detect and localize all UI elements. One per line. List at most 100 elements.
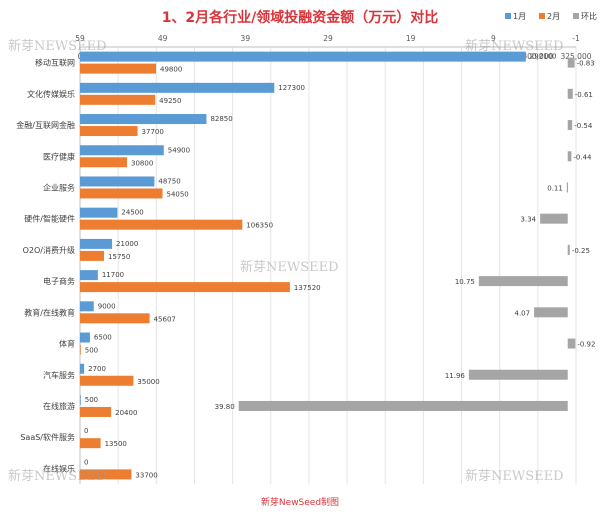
secondary-axis: 59 49 39 29 19 9 -1 [75,34,580,43]
category-label: 移动互联网 [35,58,75,68]
category-label: 体育 [59,339,75,349]
category-label: 教育/在线教育 [24,307,75,317]
data-label-jan: 292100 [530,53,557,61]
category-label: 文化传媒娱乐 [27,89,75,99]
data-label-feb: 20400 [115,409,137,417]
bar-feb [80,406,112,417]
category-label: 在线娱乐 [43,463,75,473]
bar-jan [80,114,207,125]
data-label-mom: -0.44 [573,153,592,161]
legend-label: 1月 [513,12,526,21]
primary-tick-label: 300,000 [522,52,553,61]
bar-feb [80,219,243,230]
bar-mom [566,182,569,193]
bar-mom [567,88,573,99]
data-label-mom: 0.11 [547,184,563,192]
bar-mom [567,151,572,162]
data-label-mom: 4.07 [514,309,530,317]
bar-feb [80,188,163,199]
secondary-tick-label: 49 [158,34,168,43]
watermark: 新芽NEWSEED [8,468,107,484]
legend-swatch [539,13,545,19]
bar-mom [567,244,570,255]
watermark: 新芽NEWSEED [240,259,339,275]
bar-jan [80,145,164,156]
category-label: 企业服务 [43,182,75,192]
category-label: O2O/消费升级 [23,245,75,255]
data-label-mom: 10.75 [455,278,475,286]
primary-tick-label: 325,000 [560,52,591,61]
secondary-tick-label: 29 [323,34,333,43]
data-label-jan: 48750 [158,177,180,185]
data-label-jan: 0 [84,458,88,466]
watermark: 新芽NEWSEED [465,468,564,484]
data-label-feb: 33700 [135,471,157,479]
data-label-mom: -0.61 [575,91,593,99]
bar-jan [80,270,98,281]
bar-jan [80,238,113,249]
category-label: 在线旅游 [43,401,75,411]
bar-jan [80,51,526,62]
data-label-jan: 500 [85,396,98,404]
bar-mom [567,120,573,131]
bar-jan [80,82,275,93]
bar-feb [80,438,101,449]
bar-jan [80,207,118,218]
secondary-tick-label: -1 [572,34,580,43]
chart-title: 1、2月各行业/领域投融资金额（万元）对比 [162,9,439,26]
data-label-mom: -0.54 [574,122,593,130]
bar-mom [567,57,575,68]
data-label-feb: 49250 [159,97,181,105]
bar-mom [567,338,576,349]
data-label-feb: 30800 [131,159,153,167]
category-label: 医疗健康 [43,151,75,161]
data-label-feb: 106350 [246,222,273,230]
bar-mom [238,400,568,411]
data-label-feb: 45607 [154,315,176,323]
data-label-feb: 49800 [160,66,182,74]
watermarks: 新芽NEWSEED 新芽NEWSEED 新芽NEWSEED 新芽NEWSEED 新芽NE… [8,38,564,484]
data-label-mom: 11.96 [445,372,466,380]
data-label-feb: 500 [85,347,98,355]
bar-jan [80,332,90,343]
category-label: 金融/互联网金融 [16,120,75,130]
legend-label: 环比 [581,11,597,21]
data-label-feb: 137520 [294,284,321,292]
bar-feb [80,63,157,74]
secondary-tick-label: 39 [241,34,251,43]
secondary-tick-label: 19 [406,34,416,43]
bar-feb [80,375,134,386]
bar-feb [80,344,81,355]
data-label-jan: 0 [84,427,88,435]
data-label-jan: 21000 [116,240,138,248]
bar-feb [80,94,156,105]
footer-credit: 新芽NewSeed制图 [261,496,339,508]
data-label-jan: 11700 [102,271,124,279]
bar-feb [80,126,138,137]
category-label: 汽车服务 [43,370,75,380]
data-label-jan: 127300 [278,84,305,92]
data-label-mom: 39.80 [215,403,235,411]
grid-lines [79,46,577,484]
bar-jan [80,176,155,187]
bar-feb [80,282,290,293]
data-label-mom: 3.34 [521,216,537,224]
data-label-mom: -0.83 [577,60,595,68]
data-label-mom: -0.92 [577,341,595,349]
legend-swatch [573,13,579,19]
category-label: SaaS/软件服务 [20,432,75,442]
data-label-feb: 35000 [137,378,159,386]
bar-feb [80,313,150,324]
category-label: 硬件/智能硬件 [24,214,75,224]
secondary-tick-label: 9 [491,34,496,43]
bar-jan [80,394,81,405]
data-label-jan: 2700 [88,365,106,373]
data-label-feb: 15750 [108,253,130,261]
legend-swatch [505,13,511,19]
bar-jan [80,301,94,312]
secondary-tick-label: 59 [75,34,85,43]
data-label-feb: 54050 [166,190,188,198]
bar-feb [80,469,132,480]
